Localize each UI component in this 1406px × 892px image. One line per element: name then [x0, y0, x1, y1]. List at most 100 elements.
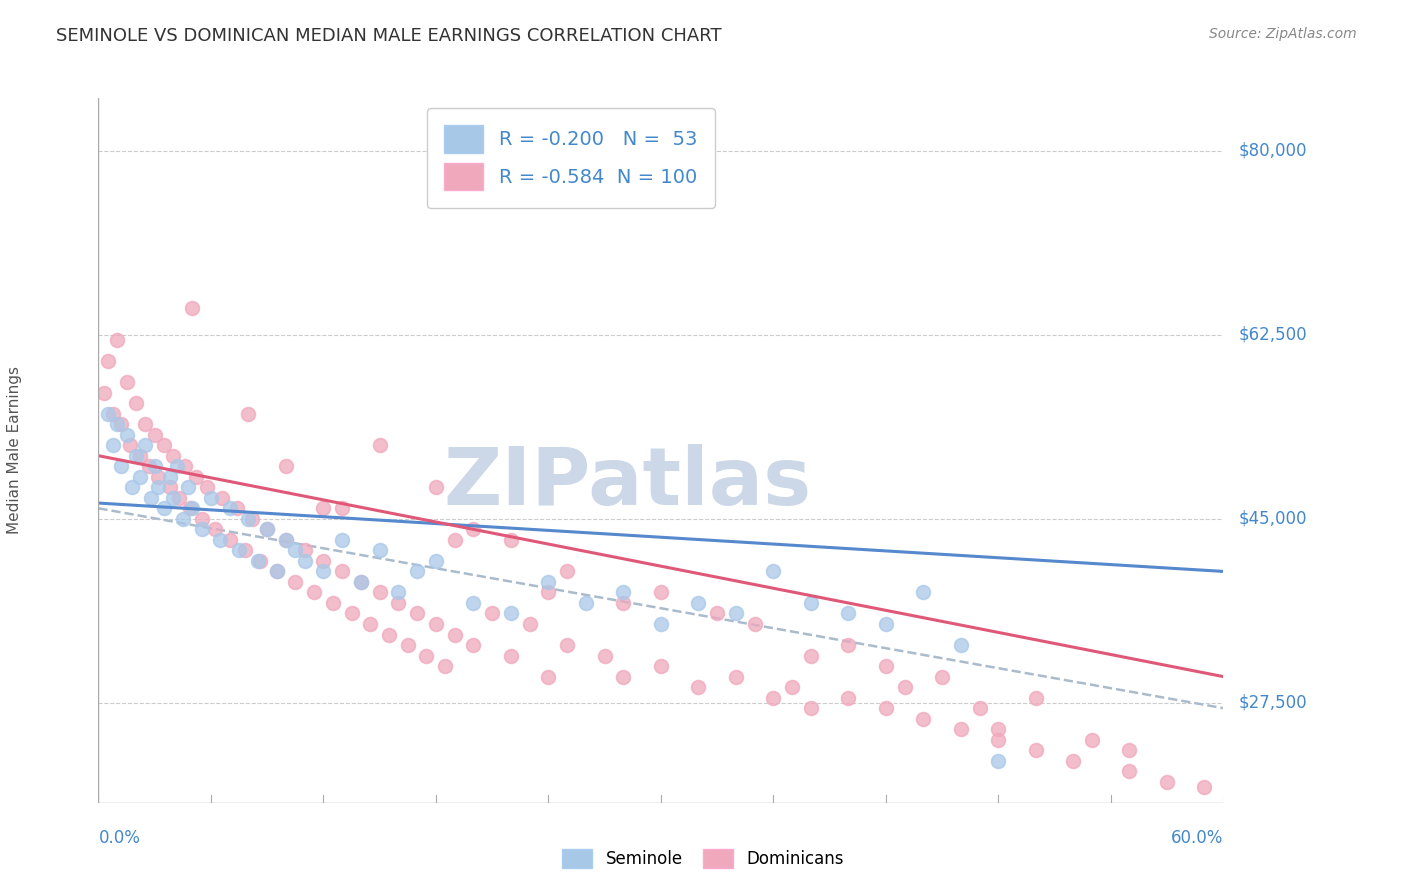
Point [166, 459, 188, 474]
Legend: R = -0.200   N =  53, R = -0.584  N = 100: R = -0.200 N = 53, R = -0.584 N = 100 [427, 108, 714, 208]
Point [987, 732, 1010, 747]
Point [238, 512, 260, 526]
Point [1156, 774, 1178, 789]
Point [218, 501, 240, 516]
Point [575, 596, 598, 610]
Point [724, 607, 747, 621]
Point [159, 469, 181, 483]
Point [302, 585, 325, 599]
Point [159, 480, 181, 494]
Point [233, 543, 256, 558]
Point [650, 659, 672, 673]
Point [120, 438, 142, 452]
Point [162, 491, 184, 505]
Point [875, 659, 897, 673]
Point [688, 680, 710, 694]
Point [97, 354, 120, 368]
Point [184, 469, 207, 483]
Point [1025, 743, 1047, 757]
Point [555, 565, 578, 579]
Point [434, 659, 457, 673]
Point [246, 554, 269, 568]
Point [425, 554, 447, 568]
Point [368, 438, 391, 452]
Point [368, 585, 391, 599]
Point [134, 438, 156, 452]
Point [406, 565, 429, 579]
Point [780, 680, 803, 694]
Point [425, 480, 447, 494]
Legend: Seminole, Dominicans: Seminole, Dominicans [555, 842, 851, 875]
Point [274, 459, 297, 474]
Text: Source: ZipAtlas.com: Source: ZipAtlas.com [1209, 27, 1357, 41]
Point [128, 469, 150, 483]
Point [612, 585, 634, 599]
Point [97, 407, 120, 421]
Point [128, 449, 150, 463]
Point [139, 491, 162, 505]
Point [103, 438, 125, 452]
Point [800, 596, 823, 610]
Point [912, 712, 935, 726]
Text: 0.0%: 0.0% [98, 829, 141, 847]
Point [211, 491, 233, 505]
Point [387, 585, 409, 599]
Point [893, 680, 915, 694]
Point [240, 512, 263, 526]
Text: $27,500: $27,500 [1239, 694, 1306, 712]
Point [162, 449, 184, 463]
Point [1118, 764, 1140, 779]
Point [294, 554, 316, 568]
Point [143, 427, 166, 442]
Point [195, 480, 218, 494]
Point [463, 638, 485, 652]
Point [143, 459, 166, 474]
Point [706, 607, 728, 621]
Point [1025, 690, 1047, 705]
Point [949, 638, 972, 652]
Point [744, 617, 766, 632]
Point [406, 607, 429, 621]
Point [134, 417, 156, 432]
Point [650, 617, 672, 632]
Point [949, 722, 972, 736]
Point [103, 407, 125, 421]
Point [266, 565, 288, 579]
Point [218, 533, 240, 547]
Point [519, 617, 541, 632]
Point [209, 533, 232, 547]
Point [294, 543, 316, 558]
Text: $80,000: $80,000 [1239, 142, 1306, 160]
Point [368, 543, 391, 558]
Point [322, 596, 344, 610]
Point [378, 627, 401, 641]
Point [181, 501, 204, 516]
Point [181, 301, 204, 316]
Text: $62,500: $62,500 [1239, 326, 1306, 343]
Point [274, 533, 297, 547]
Point [800, 648, 823, 663]
Point [481, 607, 503, 621]
Point [228, 543, 250, 558]
Point [312, 501, 335, 516]
Point [987, 754, 1010, 768]
Point [875, 617, 897, 632]
Point [105, 333, 128, 347]
Point [912, 585, 935, 599]
Point [425, 617, 447, 632]
Point [312, 565, 335, 579]
Point [105, 417, 128, 432]
Point [226, 501, 249, 516]
Point [190, 522, 212, 536]
Point [148, 469, 170, 483]
Point [148, 480, 170, 494]
Point [266, 565, 288, 579]
Point [931, 670, 953, 684]
Point [415, 648, 437, 663]
Point [359, 617, 381, 632]
Point [256, 522, 278, 536]
Point [837, 638, 859, 652]
Point [330, 565, 353, 579]
Point [499, 648, 522, 663]
Point [443, 533, 465, 547]
